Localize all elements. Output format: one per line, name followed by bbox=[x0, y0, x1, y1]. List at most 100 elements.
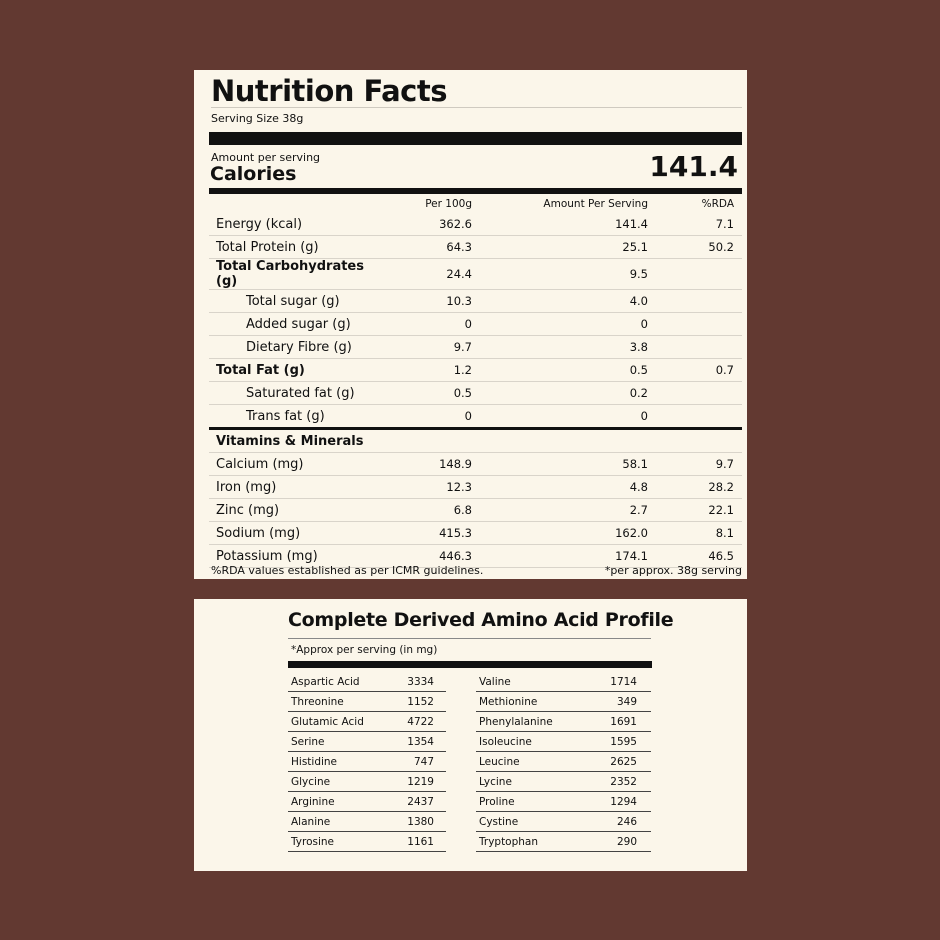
value-per-100g: 0 bbox=[374, 312, 472, 336]
amino-acid-name: Arginine bbox=[288, 791, 393, 812]
nutrient-name: Added sugar (g) bbox=[209, 312, 374, 336]
value-rda: 0.7 bbox=[648, 358, 742, 382]
nutrition-facts-panel: Nutrition Facts Serving Size 38g Amount … bbox=[194, 70, 747, 579]
value-rda: 50.2 bbox=[648, 235, 742, 259]
nutrition-row: Saturated fat (g) 0.5 0.2 bbox=[209, 381, 742, 405]
amino-acid-name: Proline bbox=[476, 791, 579, 812]
amino-row: Glutamic Acid 4722 Phenylalanine 1691 bbox=[288, 711, 651, 732]
nutrient-name: Potassium (mg) bbox=[209, 544, 374, 568]
nutrient-name: Total Carbohydrates (g) bbox=[209, 258, 374, 290]
value-per-100g: 24.4 bbox=[374, 258, 472, 290]
header-rda: %RDA bbox=[701, 197, 734, 210]
column-gap bbox=[446, 752, 476, 772]
value-per-serving: 162.0 bbox=[472, 521, 648, 545]
amino-acid-name: Isoleucine bbox=[476, 731, 579, 752]
nutrition-row: Iron (mg) 12.3 4.8 28.2 bbox=[209, 475, 742, 499]
thick-divider bbox=[209, 132, 742, 145]
amino-acid-value: 3334 bbox=[393, 672, 446, 692]
amino-acid-value: 2437 bbox=[393, 791, 446, 812]
amino-acid-value: 1354 bbox=[393, 731, 446, 752]
thick-divider bbox=[288, 661, 652, 668]
amino-acid-name: Phenylalanine bbox=[476, 711, 579, 732]
value-per-serving: 0.5 bbox=[472, 358, 648, 382]
amino-row: Tyrosine 1161 Tryptophan 290 bbox=[288, 831, 651, 852]
value-per-100g bbox=[374, 428, 472, 453]
footnote-serving: *per approx. 38g serving bbox=[604, 564, 742, 577]
divider bbox=[288, 638, 651, 639]
value-per-serving: 25.1 bbox=[472, 235, 648, 259]
value-per-100g: 0 bbox=[374, 404, 472, 430]
value-rda bbox=[648, 289, 742, 313]
value-rda bbox=[648, 404, 742, 430]
nutrition-row: Total Protein (g) 64.3 25.1 50.2 bbox=[209, 235, 742, 259]
amino-acid-panel: Complete Derived Amino Acid Profile *App… bbox=[194, 599, 747, 871]
amino-row: Alanine 1380 Cystine 246 bbox=[288, 811, 651, 832]
amino-acid-name: Serine bbox=[288, 731, 393, 752]
value-rda: 9.7 bbox=[648, 452, 742, 476]
nutrition-row: Potassium (mg) 446.3 174.1 46.5 bbox=[209, 544, 742, 568]
amino-acid-value: 1714 bbox=[579, 672, 651, 692]
column-gap bbox=[446, 812, 476, 832]
column-gap bbox=[446, 772, 476, 792]
nutrition-row: Total sugar (g) 10.3 4.0 bbox=[209, 289, 742, 313]
footnote-rda: %RDA values established as per ICMR guid… bbox=[211, 564, 484, 577]
value-rda: 46.5 bbox=[648, 544, 742, 568]
value-rda bbox=[648, 312, 742, 336]
value-rda: 7.1 bbox=[648, 213, 742, 236]
amino-acid-name: Valine bbox=[476, 672, 579, 692]
amino-acid-value: 2625 bbox=[579, 751, 651, 772]
nutrient-name: Calcium (mg) bbox=[209, 452, 374, 476]
nutrient-name: Total Protein (g) bbox=[209, 235, 374, 259]
value-rda bbox=[648, 381, 742, 405]
value-per-100g: 148.9 bbox=[374, 452, 472, 476]
value-per-serving: 58.1 bbox=[472, 452, 648, 476]
amino-acid-name: Tyrosine bbox=[288, 831, 393, 852]
thick-divider bbox=[209, 188, 742, 194]
nutrition-table: Per 100g Amount Per Serving %RDA Energy … bbox=[209, 194, 742, 568]
nutrition-row: Trans fat (g) 0 0 bbox=[209, 404, 742, 430]
value-per-100g: 362.6 bbox=[374, 213, 472, 236]
amino-acid-name: Alanine bbox=[288, 811, 393, 832]
value-per-100g: 12.3 bbox=[374, 475, 472, 499]
column-gap bbox=[446, 672, 476, 692]
column-gap bbox=[446, 832, 476, 852]
amino-acid-name: Threonine bbox=[288, 691, 393, 712]
amino-row: Serine 1354 Isoleucine 1595 bbox=[288, 731, 651, 752]
nutrition-row: Total Fat (g) 1.2 0.5 0.7 bbox=[209, 358, 742, 382]
amino-acid-value: 4722 bbox=[393, 711, 446, 732]
divider bbox=[211, 107, 742, 108]
amino-acid-name: Lycine bbox=[476, 771, 579, 792]
nutrient-name: Total Fat (g) bbox=[209, 358, 374, 382]
amino-acid-name: Glycine bbox=[288, 771, 393, 792]
value-per-serving: 3.8 bbox=[472, 335, 648, 359]
nutrition-row: Calcium (mg) 148.9 58.1 9.7 bbox=[209, 452, 742, 476]
value-rda: 28.2 bbox=[648, 475, 742, 499]
header-blank bbox=[209, 194, 374, 213]
value-per-serving: 2.7 bbox=[472, 498, 648, 522]
amino-row: Histidine 747 Leucine 2625 bbox=[288, 751, 651, 772]
nutrition-row: Total Carbohydrates (g) 24.4 9.5 bbox=[209, 258, 742, 290]
amino-title: Complete Derived Amino Acid Profile bbox=[288, 609, 674, 631]
amino-acid-value: 1294 bbox=[579, 791, 651, 812]
amino-acid-name: Glutamic Acid bbox=[288, 711, 393, 732]
column-gap bbox=[446, 732, 476, 752]
value-per-100g: 64.3 bbox=[374, 235, 472, 259]
column-gap bbox=[446, 692, 476, 712]
amino-acid-value: 1161 bbox=[393, 831, 446, 852]
nutrition-row: Dietary Fibre (g) 9.7 3.8 bbox=[209, 335, 742, 359]
amino-acid-name: Tryptophan bbox=[476, 831, 579, 852]
column-gap bbox=[446, 792, 476, 812]
amino-row: Aspartic Acid 3334 Valine 1714 bbox=[288, 672, 651, 692]
value-rda bbox=[648, 335, 742, 359]
amino-table: Aspartic Acid 3334 Valine 1714 Threonine 1152… bbox=[288, 672, 651, 852]
nutrient-name: Zinc (mg) bbox=[209, 498, 374, 522]
value-per-serving: 174.1 bbox=[472, 544, 648, 568]
nutrient-name: Sodium (mg) bbox=[209, 521, 374, 545]
amino-acid-value: 747 bbox=[393, 751, 446, 772]
value-per-serving: 0 bbox=[472, 312, 648, 336]
amino-acid-value: 1380 bbox=[393, 811, 446, 832]
amino-acid-name: Histidine bbox=[288, 751, 393, 772]
amino-acid-name: Aspartic Acid bbox=[288, 672, 393, 692]
nutrient-name: Iron (mg) bbox=[209, 475, 374, 499]
value-rda: 22.1 bbox=[648, 498, 742, 522]
